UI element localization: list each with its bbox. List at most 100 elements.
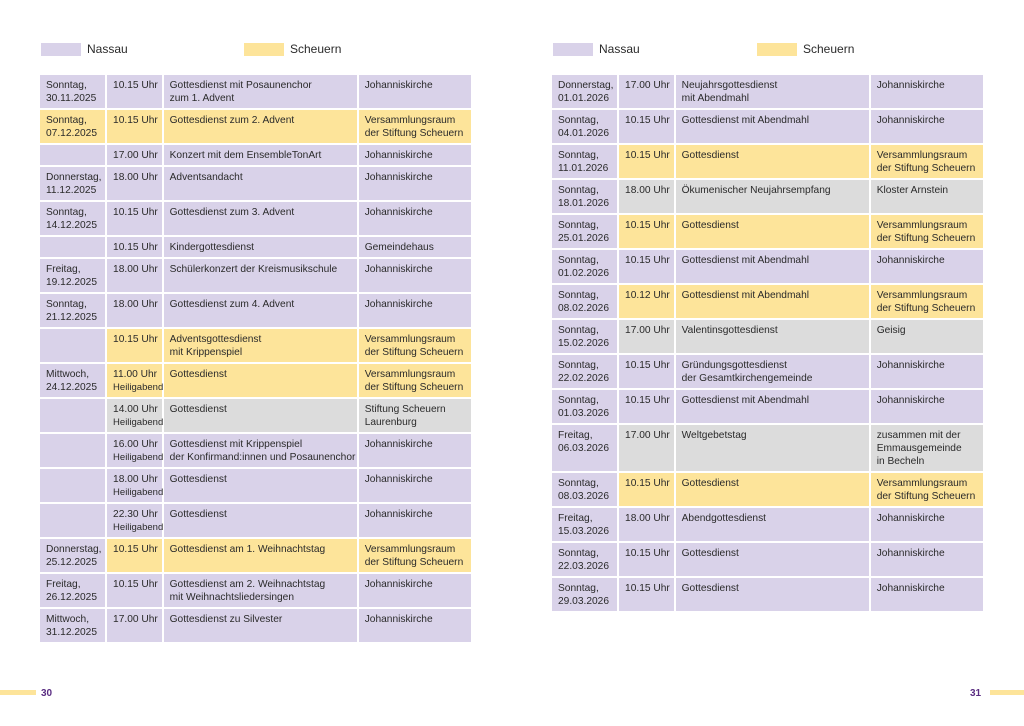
event-cell: Gottesdienst	[163, 399, 357, 432]
time-text: Heiligabend	[113, 487, 164, 498]
date-cell: Freitag, 19.12.2025	[40, 259, 106, 292]
date-cell: Mittwoch, 31.12.2025	[40, 609, 106, 642]
event-cell: Adventsandacht	[163, 167, 357, 200]
legend-nassau-label: Nassau	[87, 42, 128, 56]
date-text: Sonntag,	[46, 299, 87, 310]
place-cell: Johanniskirche	[358, 469, 471, 502]
place-cell: Versammlungsraum der Stiftung Scheuern	[870, 215, 983, 248]
place-cell: Johanniskirche	[870, 75, 983, 108]
event-cell: Gottesdienst	[675, 543, 869, 576]
legend-scheuern-label: Scheuern	[290, 42, 342, 56]
place-text: Johanniskirche	[364, 474, 433, 485]
time-cell: 10.15 Uhr	[619, 578, 674, 611]
schedule-table-left: Sonntag, 30.11.2025 10.15 Uhr Gottesdienst …	[38, 73, 473, 644]
place-cell: Johanniskirche	[870, 543, 983, 576]
event-text: Valentinsgottesdienst	[681, 325, 778, 336]
date-cell: Sonntag, 22.03.2026	[552, 543, 618, 576]
time-text: 10.15 Uhr	[113, 334, 158, 345]
schedule-row: Sonntag, 14.12.2025 10.15 Uhr Gottesdienst …	[40, 202, 471, 235]
time-text: 10.15 Uhr	[113, 80, 158, 91]
place-text: Johanniskirche	[876, 513, 945, 524]
time-cell: 10.15 Uhr	[107, 574, 162, 607]
event-cell: Gottesdienst mit Abendmahl	[675, 390, 869, 423]
event-cell: Gottesdienst am 2. Weihnachtstag mit Weih…	[163, 574, 357, 607]
event-text: mit Weihnachtsliedersingen	[169, 592, 294, 603]
date-cell: Sonntag, 22.02.2026	[552, 355, 618, 388]
place-cell: zusammen mit der Emmausgemeinde in Becheln	[870, 425, 983, 471]
date-cell	[40, 434, 106, 467]
date-text: Freitag,	[558, 513, 593, 524]
date-text: 31.12.2025	[46, 627, 97, 638]
time-text: 14.00 Uhr	[113, 404, 158, 415]
time-cell: 10.15 Uhr	[619, 250, 674, 283]
event-text: Gottesdienst	[681, 220, 739, 231]
date-cell: Sonntag, 15.02.2026	[552, 320, 618, 353]
date-text: Sonntag,	[558, 290, 599, 301]
time-text: 17.00 Uhr	[625, 325, 670, 336]
date-text: Sonntag,	[558, 360, 599, 371]
time-text: 18.00 Uhr	[113, 172, 158, 183]
date-cell	[40, 329, 106, 362]
event-cell: Gottesdienst mit Abendmahl	[675, 250, 869, 283]
date-text: Sonntag,	[558, 150, 599, 161]
page-number-right: 31	[970, 688, 982, 699]
date-cell	[40, 399, 106, 432]
event-text: Gottesdienst	[169, 404, 227, 415]
time-text: 10.15 Uhr	[625, 583, 670, 594]
place-text: Johanniskirche	[364, 439, 433, 450]
place-text: der Stiftung Scheuern	[364, 382, 464, 393]
place-cell: Johanniskirche	[870, 250, 983, 283]
time-text: 18.00 Uhr	[625, 185, 670, 196]
place-text: Stiftung Scheuern	[364, 404, 446, 415]
time-text: 18.00 Uhr	[113, 474, 158, 485]
place-text: der Stiftung Scheuern	[876, 491, 976, 502]
date-cell: Sonntag, 14.12.2025	[40, 202, 106, 235]
event-text: mit Abendmahl	[681, 93, 749, 104]
legend-scheuern-right: Scheuern	[757, 41, 854, 57]
place-cell: Johanniskirche	[358, 574, 471, 607]
event-text: Gottesdienst mit Abendmahl	[681, 290, 810, 301]
date-text: 08.02.2026	[558, 303, 609, 314]
date-cell: Sonntag, 18.01.2026	[552, 180, 618, 213]
date-cell: Sonntag, 21.12.2025	[40, 294, 106, 327]
date-cell: Sonntag, 25.01.2026	[552, 215, 618, 248]
place-text: in Becheln	[876, 456, 925, 467]
place-text: Johanniskirche	[876, 115, 945, 126]
date-text: 21.12.2025	[46, 312, 97, 323]
date-cell	[40, 237, 106, 257]
date-text: 04.01.2026	[558, 128, 609, 139]
place-cell: Stiftung Scheuern Laurenburg	[358, 399, 471, 432]
event-cell: Kindergottesdienst	[163, 237, 357, 257]
event-cell: Gottesdienst	[163, 504, 357, 537]
date-text: Sonntag,	[558, 220, 599, 231]
place-text: Johanniskirche	[876, 255, 945, 266]
event-cell: Gottesdienst am 1. Weihnachtstag	[163, 539, 357, 572]
time-text: 10.15 Uhr	[113, 579, 158, 590]
place-cell: Johanniskirche	[358, 294, 471, 327]
schedule-row: Sonntag, 04.01.2026 10.15 Uhr Gottesdienst …	[552, 110, 983, 143]
time-cell: 17.00 Uhr	[619, 425, 674, 471]
time-cell: 10.15 Uhr	[619, 110, 674, 143]
event-text: Abendgottesdienst	[681, 513, 767, 524]
date-cell: Sonntag, 29.03.2026	[552, 578, 618, 611]
time-cell: 10.15 Uhr	[107, 237, 162, 257]
place-text: Geisig	[876, 325, 906, 336]
place-text: Johanniskirche	[876, 583, 945, 594]
schedule-row: Freitag, 26.12.2025 10.15 Uhr Gottesdienst …	[40, 574, 471, 607]
event-cell: Neujahrsgottesdienst mit Abendmahl	[675, 75, 869, 108]
time-text: Heiligabend	[113, 452, 164, 463]
event-text: Kindergottesdienst	[169, 242, 254, 253]
place-text: Versammlungsraum	[364, 115, 456, 126]
place-text: Versammlungsraum	[364, 544, 456, 555]
time-text: 17.00 Uhr	[113, 150, 158, 161]
place-cell: Versammlungsraum der Stiftung Scheuern	[870, 285, 983, 318]
time-cell: 18.00 Uhr	[619, 508, 674, 541]
time-text: 22.30 Uhr	[113, 509, 158, 520]
place-cell: Johanniskirche	[358, 504, 471, 537]
schedule-row: 14.00 Uhr Heiligabend Gottesdienst Stiftung…	[40, 399, 471, 432]
event-text: mit Krippenspiel	[169, 347, 243, 358]
time-cell: 11.00 Uhr Heiligabend	[107, 364, 163, 397]
legend-nassau-right: Nassau	[553, 41, 640, 57]
place-cell: Johanniskirche	[358, 609, 471, 642]
schedule-row: Sonntag, 22.02.2026 10.15 Uhr Gründungsgott…	[552, 355, 983, 388]
